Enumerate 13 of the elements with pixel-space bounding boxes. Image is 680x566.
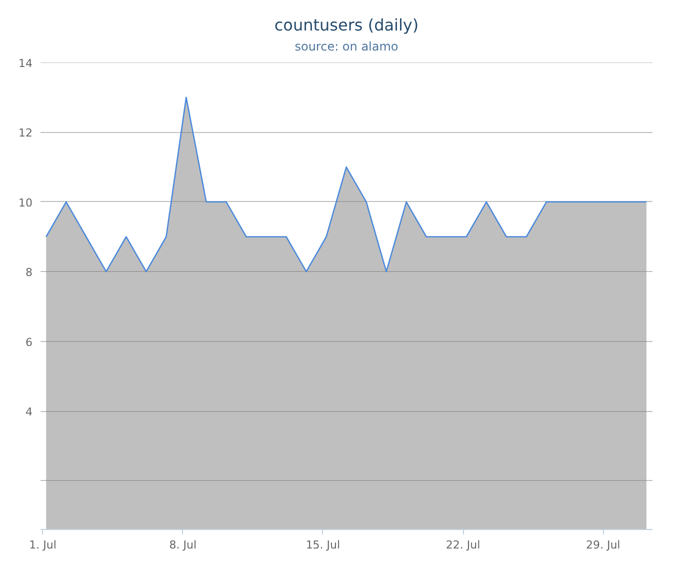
x-tick-label: 29. Jul [586, 538, 620, 552]
y-tick-label: 8 [26, 266, 32, 280]
y-tick-label: 10 [18, 196, 33, 210]
y-tick-label: 4 [26, 406, 32, 419]
x-tick-label: 8. Jul [169, 538, 197, 552]
y-tick-label: 6 [26, 336, 32, 349]
x-tick-label: 15. Jul [306, 538, 340, 552]
x-tick-label: 22. Jul [446, 538, 480, 552]
chart-subtitle: source: on alamo [294, 40, 398, 54]
x-tick-label: 1. Jul [29, 538, 56, 552]
y-tick-label: 14 [18, 57, 33, 70]
chart-title: countusers (daily) [274, 16, 419, 34]
y-tick-label: 12 [18, 126, 33, 140]
